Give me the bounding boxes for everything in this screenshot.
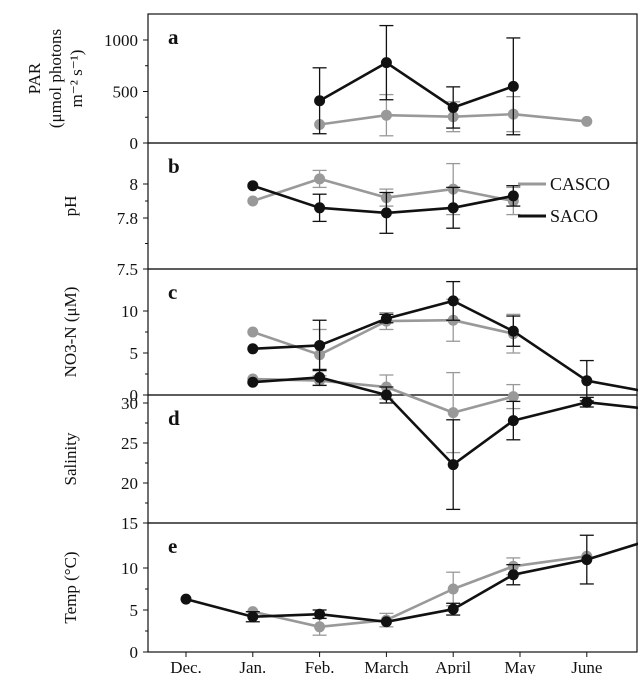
saco-point	[247, 611, 259, 623]
saco-point	[507, 80, 519, 92]
saco-point	[180, 593, 192, 605]
y-tick-label: 15	[121, 514, 138, 533]
y-tick-label: 25	[121, 434, 138, 453]
y-axis-label: pH	[61, 196, 80, 217]
panel-letter: a	[168, 25, 179, 49]
y-axis-label: (μmol photons	[46, 29, 65, 128]
saco-point	[447, 101, 459, 113]
saco-point	[380, 207, 392, 219]
y-axis-label: PAR	[25, 62, 44, 94]
x-tick-label: Dec.	[170, 658, 202, 674]
panel-frame	[147, 394, 638, 524]
saco-line	[252, 376, 638, 466]
panel-letter: b	[168, 154, 180, 178]
saco-point	[507, 325, 519, 337]
panel-frame	[147, 268, 638, 396]
panel-letter: d	[168, 406, 180, 430]
saco-point	[314, 95, 326, 107]
saco-point	[581, 554, 593, 566]
saco-point	[314, 339, 326, 351]
x-tick-label: March	[364, 658, 409, 674]
legend-label-casco: CASCO	[550, 174, 610, 194]
y-axis-label: Salinity	[61, 432, 80, 485]
panel-letter: e	[168, 534, 177, 558]
saco-point	[314, 608, 326, 620]
y-tick-label: 5	[130, 344, 139, 363]
y-tick-label: 10	[121, 302, 138, 321]
saco-point	[380, 389, 392, 401]
saco-point	[380, 313, 392, 325]
x-tick-label: Feb.	[305, 658, 335, 674]
legend-label-saco: SACO	[550, 206, 598, 226]
x-tick-label: June	[571, 658, 602, 674]
y-axis-label: Temp (°C)	[61, 551, 80, 623]
y-tick-label: 20	[121, 474, 138, 493]
saco-point	[247, 343, 259, 355]
y-axis-label: m⁻² s⁻¹)	[67, 50, 86, 108]
casco-point	[447, 407, 459, 419]
y-axis-label: NO3-N (μM)	[61, 287, 80, 378]
saco-line	[185, 542, 638, 624]
saco-point	[314, 371, 326, 383]
saco-point	[314, 202, 326, 214]
panel-letter: c	[168, 280, 177, 304]
y-tick-label: 7.8	[117, 209, 138, 228]
y-tick-label: 500	[113, 83, 139, 102]
y-tick-label: 0	[130, 386, 139, 405]
saco-point	[247, 180, 259, 192]
saco-point	[447, 202, 459, 214]
y-tick-label: 0	[130, 643, 139, 662]
casco-point	[314, 173, 326, 185]
saco-point	[447, 295, 459, 307]
saco-point	[247, 376, 259, 388]
saco-line	[318, 61, 514, 109]
casco-point	[447, 583, 459, 595]
saco-point	[507, 569, 519, 581]
casco-point	[247, 195, 259, 207]
y-tick-label: 5	[130, 601, 139, 620]
y-tick-label: 30	[121, 394, 138, 413]
casco-point	[581, 115, 593, 127]
saco-point	[507, 415, 519, 427]
saco-point	[447, 603, 459, 615]
saco-point	[581, 396, 593, 408]
casco-point	[247, 326, 259, 338]
x-tick-label: May	[504, 658, 536, 674]
y-tick-label: 7.5	[117, 260, 138, 279]
saco-point	[507, 190, 519, 202]
casco-point	[507, 391, 519, 403]
casco-point	[380, 109, 392, 121]
y-tick-label: 8	[130, 175, 139, 194]
y-tick-label: 10	[121, 559, 138, 578]
saco-point	[581, 375, 593, 387]
saco-point	[380, 616, 392, 628]
y-tick-label: 0	[130, 134, 139, 153]
saco-point	[380, 57, 392, 69]
panel-frame	[147, 522, 638, 653]
x-tick-label: Jan.	[239, 658, 266, 674]
casco-line	[252, 554, 587, 629]
y-tick-label: 1000	[104, 31, 138, 50]
saco-point	[447, 459, 459, 471]
casco-point	[314, 621, 326, 633]
panel-frame	[147, 13, 638, 144]
x-tick-label: April	[435, 658, 471, 674]
